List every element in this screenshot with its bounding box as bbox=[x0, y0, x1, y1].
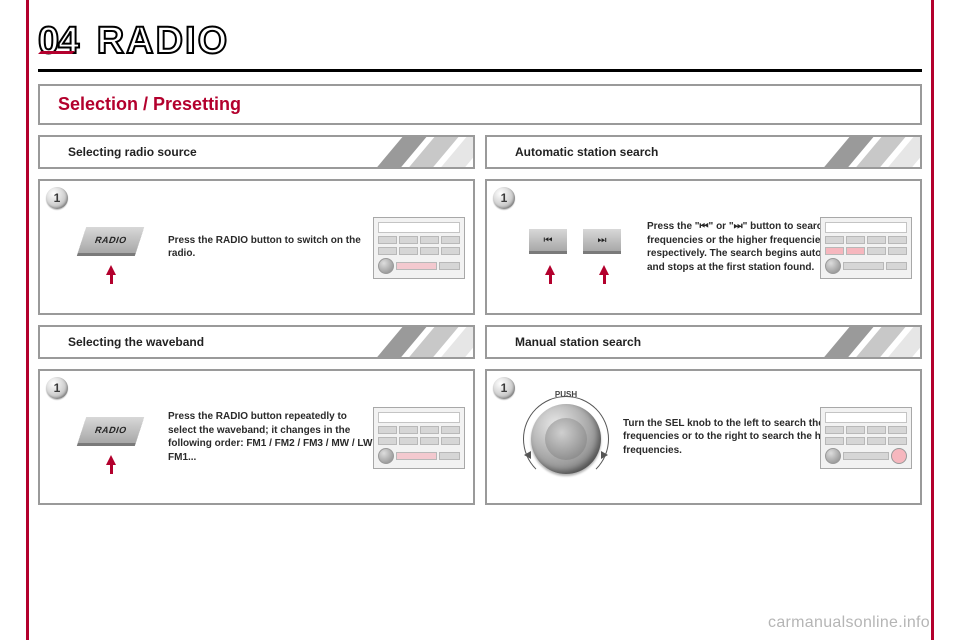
step-badge: 1 bbox=[493, 377, 515, 399]
knob-icon bbox=[531, 404, 601, 474]
seek-next-icon: ⏭ bbox=[583, 229, 621, 251]
watermark: carmanualsonline.info bbox=[768, 614, 930, 632]
radio-panel-thumbnail bbox=[373, 217, 465, 279]
heading-text: Automatic station search bbox=[515, 145, 658, 159]
radio-key-cap: RADIO bbox=[78, 417, 144, 443]
press-arrow-icon bbox=[545, 265, 555, 275]
radio-panel-thumbnail bbox=[373, 407, 465, 469]
press-arrow-icon bbox=[106, 265, 116, 275]
body-select-source: 1 RADIO Press the RADIO button to switch… bbox=[38, 179, 475, 315]
press-arrow-icon bbox=[599, 265, 609, 275]
sections-grid: Selecting radio source Automatic station… bbox=[38, 135, 922, 505]
press-arrow-icon bbox=[106, 455, 116, 465]
radio-panel-thumbnail bbox=[820, 407, 912, 469]
heading-auto-search: Automatic station search bbox=[485, 135, 922, 169]
step-badge: 1 bbox=[46, 187, 68, 209]
chapter-title: RADIO bbox=[97, 20, 229, 63]
page-red-bar-right bbox=[931, 0, 934, 640]
heading-decoration bbox=[333, 327, 473, 357]
heading-manual-search: Manual station search bbox=[485, 325, 922, 359]
heading-decoration bbox=[780, 137, 920, 167]
manual-page: 04 RADIO Selection / Presetting Selectin… bbox=[38, 20, 922, 620]
sel-knob-illustration: PUSH bbox=[523, 394, 609, 480]
step-badge: 1 bbox=[46, 377, 68, 399]
radio-button-illustration: RADIO bbox=[76, 225, 154, 269]
seek-buttons-illustration: ⏮ ⏭ bbox=[523, 225, 633, 269]
instruction-text: Turn the SEL knob to the left to search … bbox=[623, 417, 853, 458]
heading-decoration bbox=[333, 137, 473, 167]
body-select-waveband: 1 RADIO Press the RADIO button repeatedl… bbox=[38, 369, 475, 505]
radio-button-illustration: RADIO bbox=[76, 415, 154, 459]
instruction-text: Press the RADIO button to switch on the … bbox=[168, 234, 378, 261]
heading-text: Manual station search bbox=[515, 335, 641, 349]
radio-key-cap: RADIO bbox=[78, 227, 144, 253]
body-auto-search: 1 ⏮ ⏭ Press the "⏮" or "⏭" button to sea… bbox=[485, 179, 922, 315]
instruction-text: Press the RADIO button repeatedly to sel… bbox=[168, 410, 378, 464]
heading-select-source: Selecting radio source bbox=[38, 135, 475, 169]
step-badge: 1 bbox=[493, 187, 515, 209]
page-subtitle: Selection / Presetting bbox=[38, 84, 922, 125]
seek-prev-icon: ⏮ bbox=[529, 229, 567, 251]
page-red-bar-left bbox=[26, 0, 29, 640]
heading-decoration bbox=[780, 327, 920, 357]
heading-text: Selecting the waveband bbox=[68, 335, 204, 349]
heading-text: Selecting radio source bbox=[68, 145, 197, 159]
radio-panel-thumbnail bbox=[820, 217, 912, 279]
page-header: 04 RADIO bbox=[38, 20, 922, 76]
heading-select-waveband: Selecting the waveband bbox=[38, 325, 475, 359]
chapter-number: 04 bbox=[38, 20, 78, 63]
body-manual-search: 1 PUSH Turn the SEL knob to the left to … bbox=[485, 369, 922, 505]
header-rule bbox=[38, 69, 922, 72]
